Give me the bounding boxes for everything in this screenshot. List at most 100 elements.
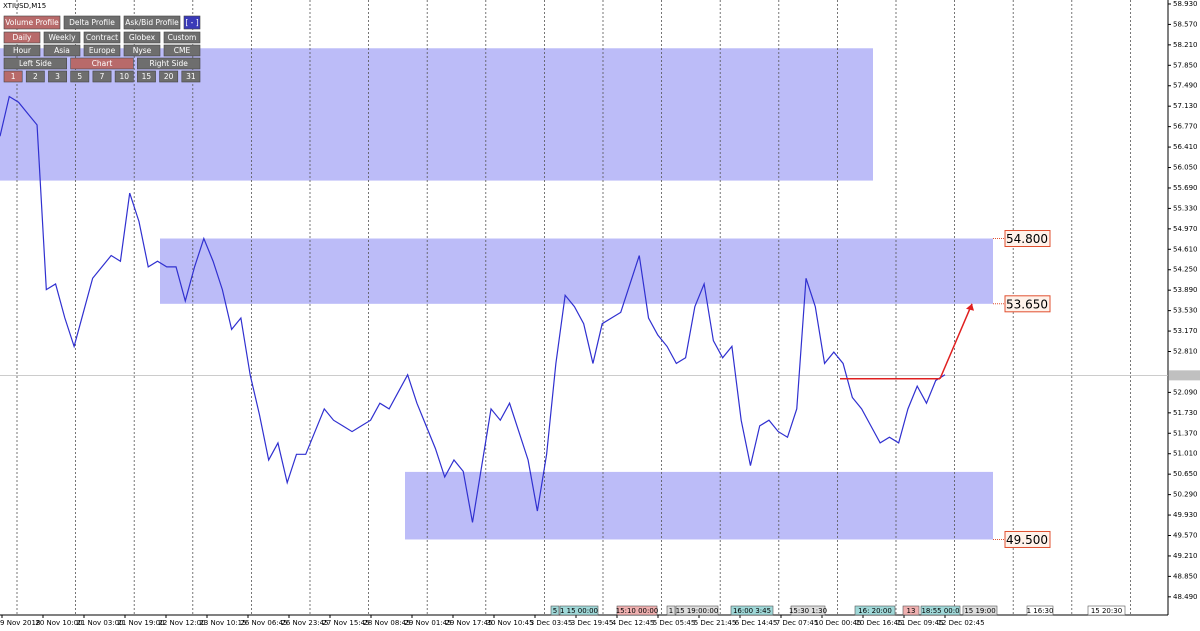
button-label[interactable]: Daily	[13, 33, 33, 42]
toolbar-button[interactable]: CME	[163, 44, 201, 57]
button-label[interactable]: 10	[119, 72, 129, 81]
toolbar-button[interactable]: 31	[181, 70, 201, 83]
session-tag-label: 1	[669, 607, 673, 615]
button-label[interactable]: CME	[174, 46, 191, 55]
session-tag	[854, 605, 896, 616]
x-tick-label: 26 Nov 06:45	[240, 619, 287, 627]
toolbar-button[interactable]: Daily	[3, 31, 41, 44]
x-tick-label: 4 Dec 12:45	[612, 619, 655, 627]
button-face[interactable]	[3, 15, 61, 30]
button-face[interactable]	[83, 44, 121, 57]
toolbar-button[interactable]: Chart	[70, 57, 134, 70]
button-face[interactable]	[25, 70, 45, 83]
button-label[interactable]: 1	[11, 72, 16, 81]
button-label[interactable]: 20	[164, 72, 174, 81]
toolbar-button[interactable]: Delta Profile	[63, 15, 121, 30]
y-tick-label: 53.530	[1173, 307, 1198, 315]
toolbar-button[interactable]: 1	[3, 70, 23, 83]
button-face[interactable]	[137, 70, 156, 83]
button-face[interactable]	[163, 44, 201, 57]
x-tick-label: 11 Dec 09:45	[896, 619, 943, 627]
button-face[interactable]	[70, 70, 90, 83]
button-face[interactable]	[123, 15, 181, 30]
button-label[interactable]: 15	[142, 72, 152, 81]
button-label[interactable]: 31	[186, 72, 196, 81]
button-face[interactable]	[159, 70, 179, 83]
button-label[interactable]: 7	[100, 72, 105, 81]
toolbar-button[interactable]: Nyse	[123, 44, 161, 57]
y-tick-label: 53.890	[1173, 286, 1198, 294]
button-face[interactable]	[123, 44, 161, 57]
button-label[interactable]: Left Side	[19, 59, 52, 68]
button-label[interactable]: Ask/Bid Profile	[125, 18, 179, 27]
arrow-head	[966, 303, 974, 311]
button-face[interactable]	[114, 70, 134, 83]
session-tag-label: 1 16:30	[1027, 607, 1054, 615]
button-face[interactable]	[183, 15, 201, 30]
y-tick-label: 51.730	[1173, 409, 1198, 417]
toolbar-button[interactable]: Left Side	[3, 57, 67, 70]
y-tick-label: 58.210	[1173, 41, 1198, 49]
y-tick-label: 56.050	[1173, 164, 1198, 172]
button-label[interactable]: Custom	[168, 33, 197, 42]
toolbar-button[interactable]: 10	[114, 70, 134, 83]
button-face[interactable]	[48, 70, 67, 83]
level-box	[1004, 230, 1051, 248]
toolbar-button[interactable]: Globex	[123, 31, 161, 44]
button-face[interactable]	[163, 31, 201, 44]
button-label[interactable]: 3	[55, 72, 60, 81]
toolbar-button[interactable]: Europe	[83, 44, 121, 57]
toolbar-button[interactable]: 2	[25, 70, 45, 83]
toolbar-button[interactable]: Ask/Bid Profile	[123, 15, 181, 30]
button-label[interactable]: Volume Profile	[5, 18, 59, 27]
button-face[interactable]	[43, 44, 81, 57]
button-label[interactable]: 5	[77, 72, 82, 81]
button-face[interactable]	[83, 31, 121, 44]
button-label[interactable]: Contract	[86, 33, 118, 42]
toolbar-button[interactable]: 5	[70, 70, 90, 83]
button-face[interactable]	[3, 31, 41, 44]
toolbar-button[interactable]: 7	[92, 70, 112, 83]
y-tick-label: 50.650	[1173, 470, 1198, 478]
session-tag-label: 15:10 00:00	[616, 607, 659, 615]
button-label[interactable]: Hour	[13, 46, 32, 55]
y-tick-label: 55.330	[1173, 204, 1198, 212]
button-label[interactable]: Delta Profile	[69, 18, 115, 27]
button-label[interactable]: [ - ]	[185, 18, 198, 27]
button-label[interactable]: Nyse	[133, 46, 152, 55]
button-face[interactable]	[181, 70, 201, 83]
session-tag-label: 15 19:00	[964, 607, 995, 615]
toolbar-button[interactable]: 20	[159, 70, 179, 83]
button-face[interactable]	[70, 57, 134, 70]
button-face[interactable]	[3, 70, 23, 83]
button-face[interactable]	[43, 31, 81, 44]
toolbar-button[interactable]: Contract	[83, 31, 121, 44]
y-tick-label: 51.010	[1173, 450, 1198, 458]
button-face[interactable]	[123, 31, 161, 44]
y-tick-label: 51.370	[1173, 429, 1198, 437]
x-tick-label: 5 Dec 05:45	[653, 619, 696, 627]
toolbar-button[interactable]: 15	[137, 70, 156, 83]
toolbar-button[interactable]: Asia	[43, 44, 81, 57]
session-tag-label: 15 19:00:00	[676, 607, 719, 615]
toolbar-button[interactable]: Hour	[3, 44, 41, 57]
toolbar-button[interactable]: Custom	[163, 31, 201, 44]
button-label[interactable]: Chart	[92, 59, 113, 68]
toolbar-button[interactable]: Volume Profile	[3, 15, 61, 30]
toolbar-button[interactable]: 3	[48, 70, 67, 83]
button-label[interactable]: Europe	[89, 46, 116, 55]
button-face[interactable]	[3, 57, 67, 70]
button-label[interactable]: Weekly	[48, 33, 76, 42]
toolbar-button[interactable]: Right Side	[137, 57, 201, 70]
toolbar-button[interactable]: Weekly	[43, 31, 81, 44]
button-label[interactable]: Asia	[54, 46, 70, 55]
button-label[interactable]: 2	[33, 72, 38, 81]
button-face[interactable]	[3, 44, 41, 57]
button-face[interactable]	[92, 70, 112, 83]
button-label[interactable]: Globex	[129, 33, 156, 42]
y-tick-label: 52.810	[1173, 348, 1198, 356]
button-label[interactable]: Right Side	[149, 59, 188, 68]
button-face[interactable]	[63, 15, 121, 30]
toolbar-button[interactable]: [ - ]	[183, 15, 201, 30]
button-face[interactable]	[137, 57, 201, 70]
